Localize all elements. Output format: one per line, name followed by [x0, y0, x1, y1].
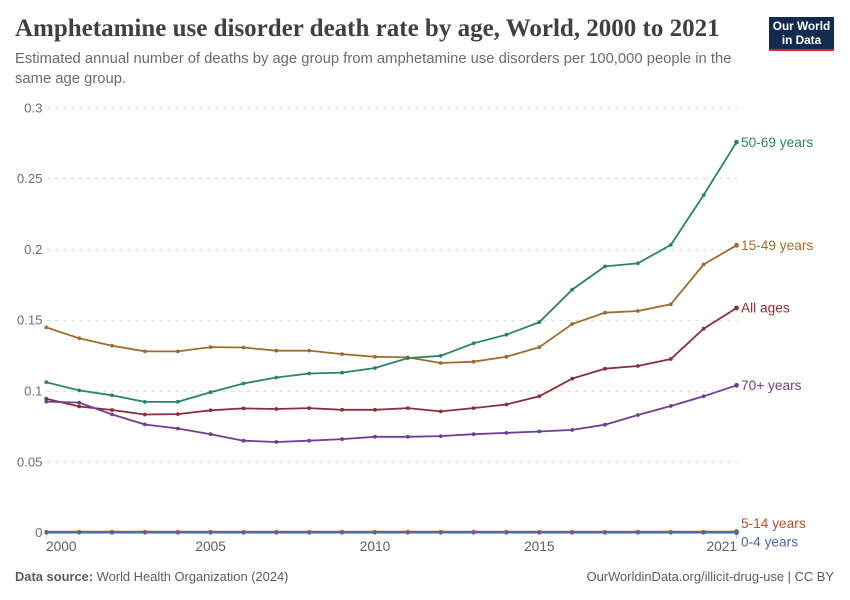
svg-text:All ages: All ages: [741, 301, 790, 316]
svg-text:2021: 2021: [707, 539, 737, 554]
svg-text:0.05: 0.05: [17, 454, 43, 469]
svg-text:2005: 2005: [195, 539, 226, 554]
svg-text:15-49 years: 15-49 years: [741, 238, 813, 253]
svg-text:5-14 years: 5-14 years: [741, 516, 806, 531]
svg-text:2015: 2015: [524, 539, 555, 554]
svg-text:0.2: 0.2: [24, 242, 42, 257]
svg-text:50-69 years: 50-69 years: [741, 135, 813, 150]
svg-text:0.3: 0.3: [24, 100, 42, 115]
svg-text:0: 0: [35, 525, 42, 540]
svg-text:0.15: 0.15: [17, 313, 43, 328]
svg-text:0-4 years: 0-4 years: [741, 534, 798, 549]
svg-text:2010: 2010: [360, 539, 391, 554]
svg-text:0.25: 0.25: [17, 171, 43, 186]
svg-text:70+ years: 70+ years: [741, 378, 802, 393]
svg-text:2000: 2000: [46, 539, 77, 554]
svg-text:0.1: 0.1: [24, 384, 42, 399]
